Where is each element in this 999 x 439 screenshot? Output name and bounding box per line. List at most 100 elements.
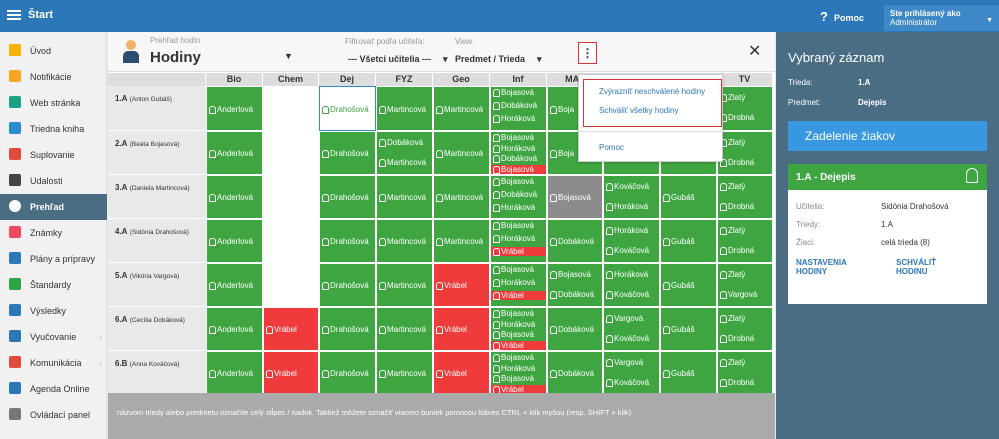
lesson-cell[interactable]: Zlatý Drobná [717,86,773,131]
sidebar-item-6[interactable]: Prehľad [0,194,107,220]
lesson-cell[interactable]: Bojasová Dobáková [547,263,603,307]
sidebar-item-12[interactable]: Komunikácia › [0,350,107,376]
column-header[interactable]: Dej [319,73,376,86]
lesson-cell[interactable]: Zlatý Drobná [717,175,773,219]
lesson-cell[interactable]: Dobáková Martincová [376,131,433,175]
sidebar-item-4[interactable]: Suplovanie [0,142,107,168]
row-header[interactable]: 2.A (Beáta Bojasová) [108,131,206,175]
help-link[interactable]: ? Pomoc [820,9,864,24]
lesson-cell[interactable]: Zlatý Drobná [717,351,773,395]
lesson-cell[interactable]: Zlatý Drobná [717,307,773,351]
sidebar-item-2[interactable]: Web stránka [0,90,107,116]
column-header[interactable]: TV [717,73,773,86]
title-dropdown-caret-icon[interactable]: ▼ [284,51,293,61]
sidebar-item-9[interactable]: Štandardy [0,272,107,298]
lesson-cell[interactable]: Horáková Kováčová [603,263,660,307]
menu-item-help[interactable]: Pomoc [599,143,624,152]
view-select[interactable]: Predmet / Trieda ▾ [455,54,542,65]
lesson-cell[interactable]: Drahošová [319,307,376,351]
sidebar-item-13[interactable]: Agenda Online [0,376,107,402]
lesson-cell[interactable]: Martincová [433,131,490,175]
lesson-cell[interactable] [263,86,319,131]
lesson-cell[interactable]: Martincová [376,307,433,351]
column-header[interactable]: Bio [206,73,263,86]
lesson-cell[interactable]: Vargová Kováčová [603,307,660,351]
menu-item-approve-all[interactable]: Schváliť všetky hodiny [599,106,679,115]
lesson-cell[interactable]: Martincová [433,86,490,131]
lesson-cell[interactable]: Bojasová Dobáková Horáková [490,86,547,131]
row-header[interactable]: 5.A (Vikória Vargová) [108,263,206,307]
row-header[interactable]: 3.A (Daniela Martincová) [108,175,206,219]
lesson-cell[interactable]: Bojasová [547,175,603,219]
sidebar-item-5[interactable]: Udalosti [0,168,107,194]
lesson-cell[interactable]: Dobáková [547,307,603,351]
lesson-cell[interactable]: Martincová [376,351,433,395]
sidebar-item-8[interactable]: Plány a prípravy [0,246,107,272]
sidebar-item-3[interactable]: Triedna kniha [0,116,107,142]
sidebar-item-11[interactable]: Vyučovanie › [0,324,107,350]
hamburger-menu-icon[interactable] [7,8,21,22]
lesson-cell[interactable]: Zlatý Drobná [717,131,773,175]
lesson-cell[interactable]: Bojasová Horáková Vrábel [490,219,547,263]
app-title[interactable]: Štart [28,9,54,21]
more-options-button[interactable]: ⋮ [578,42,597,64]
lesson-cell[interactable]: Martincová [433,175,490,219]
lesson-cell[interactable] [263,175,319,219]
approve-lesson-link[interactable]: SCHVÁLIŤ HODINU [896,258,936,276]
lesson-cell[interactable]: Vrábel [433,307,490,351]
lesson-cell[interactable]: Zlatý Vargová [717,263,773,307]
lesson-cell[interactable]: Vargová Kováčová [603,351,660,395]
lesson-cell[interactable] [263,219,319,263]
row-header[interactable]: 4.A (Sidónia Drahošová) [108,219,206,263]
row-header[interactable]: 6.B (Anna Kováčová) [108,351,206,395]
lesson-cell[interactable]: Anderlová [206,86,263,131]
lesson-cell[interactable]: Anderlová [206,351,263,395]
lesson-cell[interactable]: Martincová [376,219,433,263]
close-icon[interactable]: ✕ [748,43,762,60]
lesson-cell[interactable]: Anderlová [206,307,263,351]
lesson-cell[interactable]: Drahošová [319,351,376,395]
lesson-cell[interactable]: Bojasová Horáková Dobáková Bojasová [490,131,547,175]
lesson-cell[interactable]: Martincová [376,86,433,131]
sidebar-item-0[interactable]: Úvod [0,38,107,64]
lesson-cell[interactable]: Anderlová [206,263,263,307]
lesson-cell[interactable]: Vrábel [263,351,319,395]
lesson-cell[interactable]: Martincová [376,263,433,307]
column-header[interactable]: Geo [433,73,490,86]
lesson-cell[interactable]: Anderlová [206,131,263,175]
lesson-cell[interactable]: Anderlová [206,175,263,219]
lesson-cell[interactable]: Gubáš [660,351,717,395]
lesson-cell[interactable]: Bojasová Horáková Vrábel [490,263,547,307]
lesson-cell[interactable]: Dobáková [547,351,603,395]
lesson-cell[interactable]: Vrábel [263,307,319,351]
lesson-cell[interactable]: Drahošová [319,131,376,175]
assign-students-button[interactable]: Zadelenie žiakov [788,121,987,151]
column-header[interactable]: Chem [263,73,319,86]
column-header[interactable]: Inf [490,73,547,86]
lesson-cell[interactable]: Gubáš [660,219,717,263]
lesson-cell[interactable]: Gubáš [660,263,717,307]
lesson-cell[interactable]: Drahošová [319,86,376,131]
lesson-cell[interactable]: Vrábel [433,351,490,395]
bell-icon[interactable] [966,168,978,183]
user-menu[interactable]: Ste prihlásený ako Administrátor ▼ [884,5,999,31]
lesson-cell[interactable]: Bojasová Horáková Bojasová Vrábel [490,307,547,351]
lesson-cell[interactable]: Martincová [376,175,433,219]
sidebar-item-7[interactable]: Známky [0,220,107,246]
lesson-cell[interactable]: Kováčová Horáková [603,175,660,219]
lesson-cell[interactable]: Gubáš [660,175,717,219]
lesson-cell[interactable]: Dobáková [547,219,603,263]
teacher-filter-select[interactable]: --- Všetci učitelia --- ▾ [348,54,448,65]
sidebar-item-1[interactable]: Notifikácie [0,64,107,90]
row-header[interactable]: 6.A (Cecília Dobáková) [108,307,206,351]
lesson-cell[interactable]: Gubáš [660,307,717,351]
sidebar-item-10[interactable]: Výsledky [0,298,107,324]
lesson-cell[interactable] [263,131,319,175]
lesson-cell[interactable]: Drahošová [319,175,376,219]
column-header[interactable]: FYZ [376,73,433,86]
lesson-cell[interactable]: Bojasová Dobáková Horáková [490,175,547,219]
lesson-cell[interactable]: Drahošová [319,219,376,263]
lesson-cell[interactable]: Martincová [433,219,490,263]
lesson-cell[interactable]: Drahošová [319,263,376,307]
lesson-cell[interactable]: Vrábel [433,263,490,307]
